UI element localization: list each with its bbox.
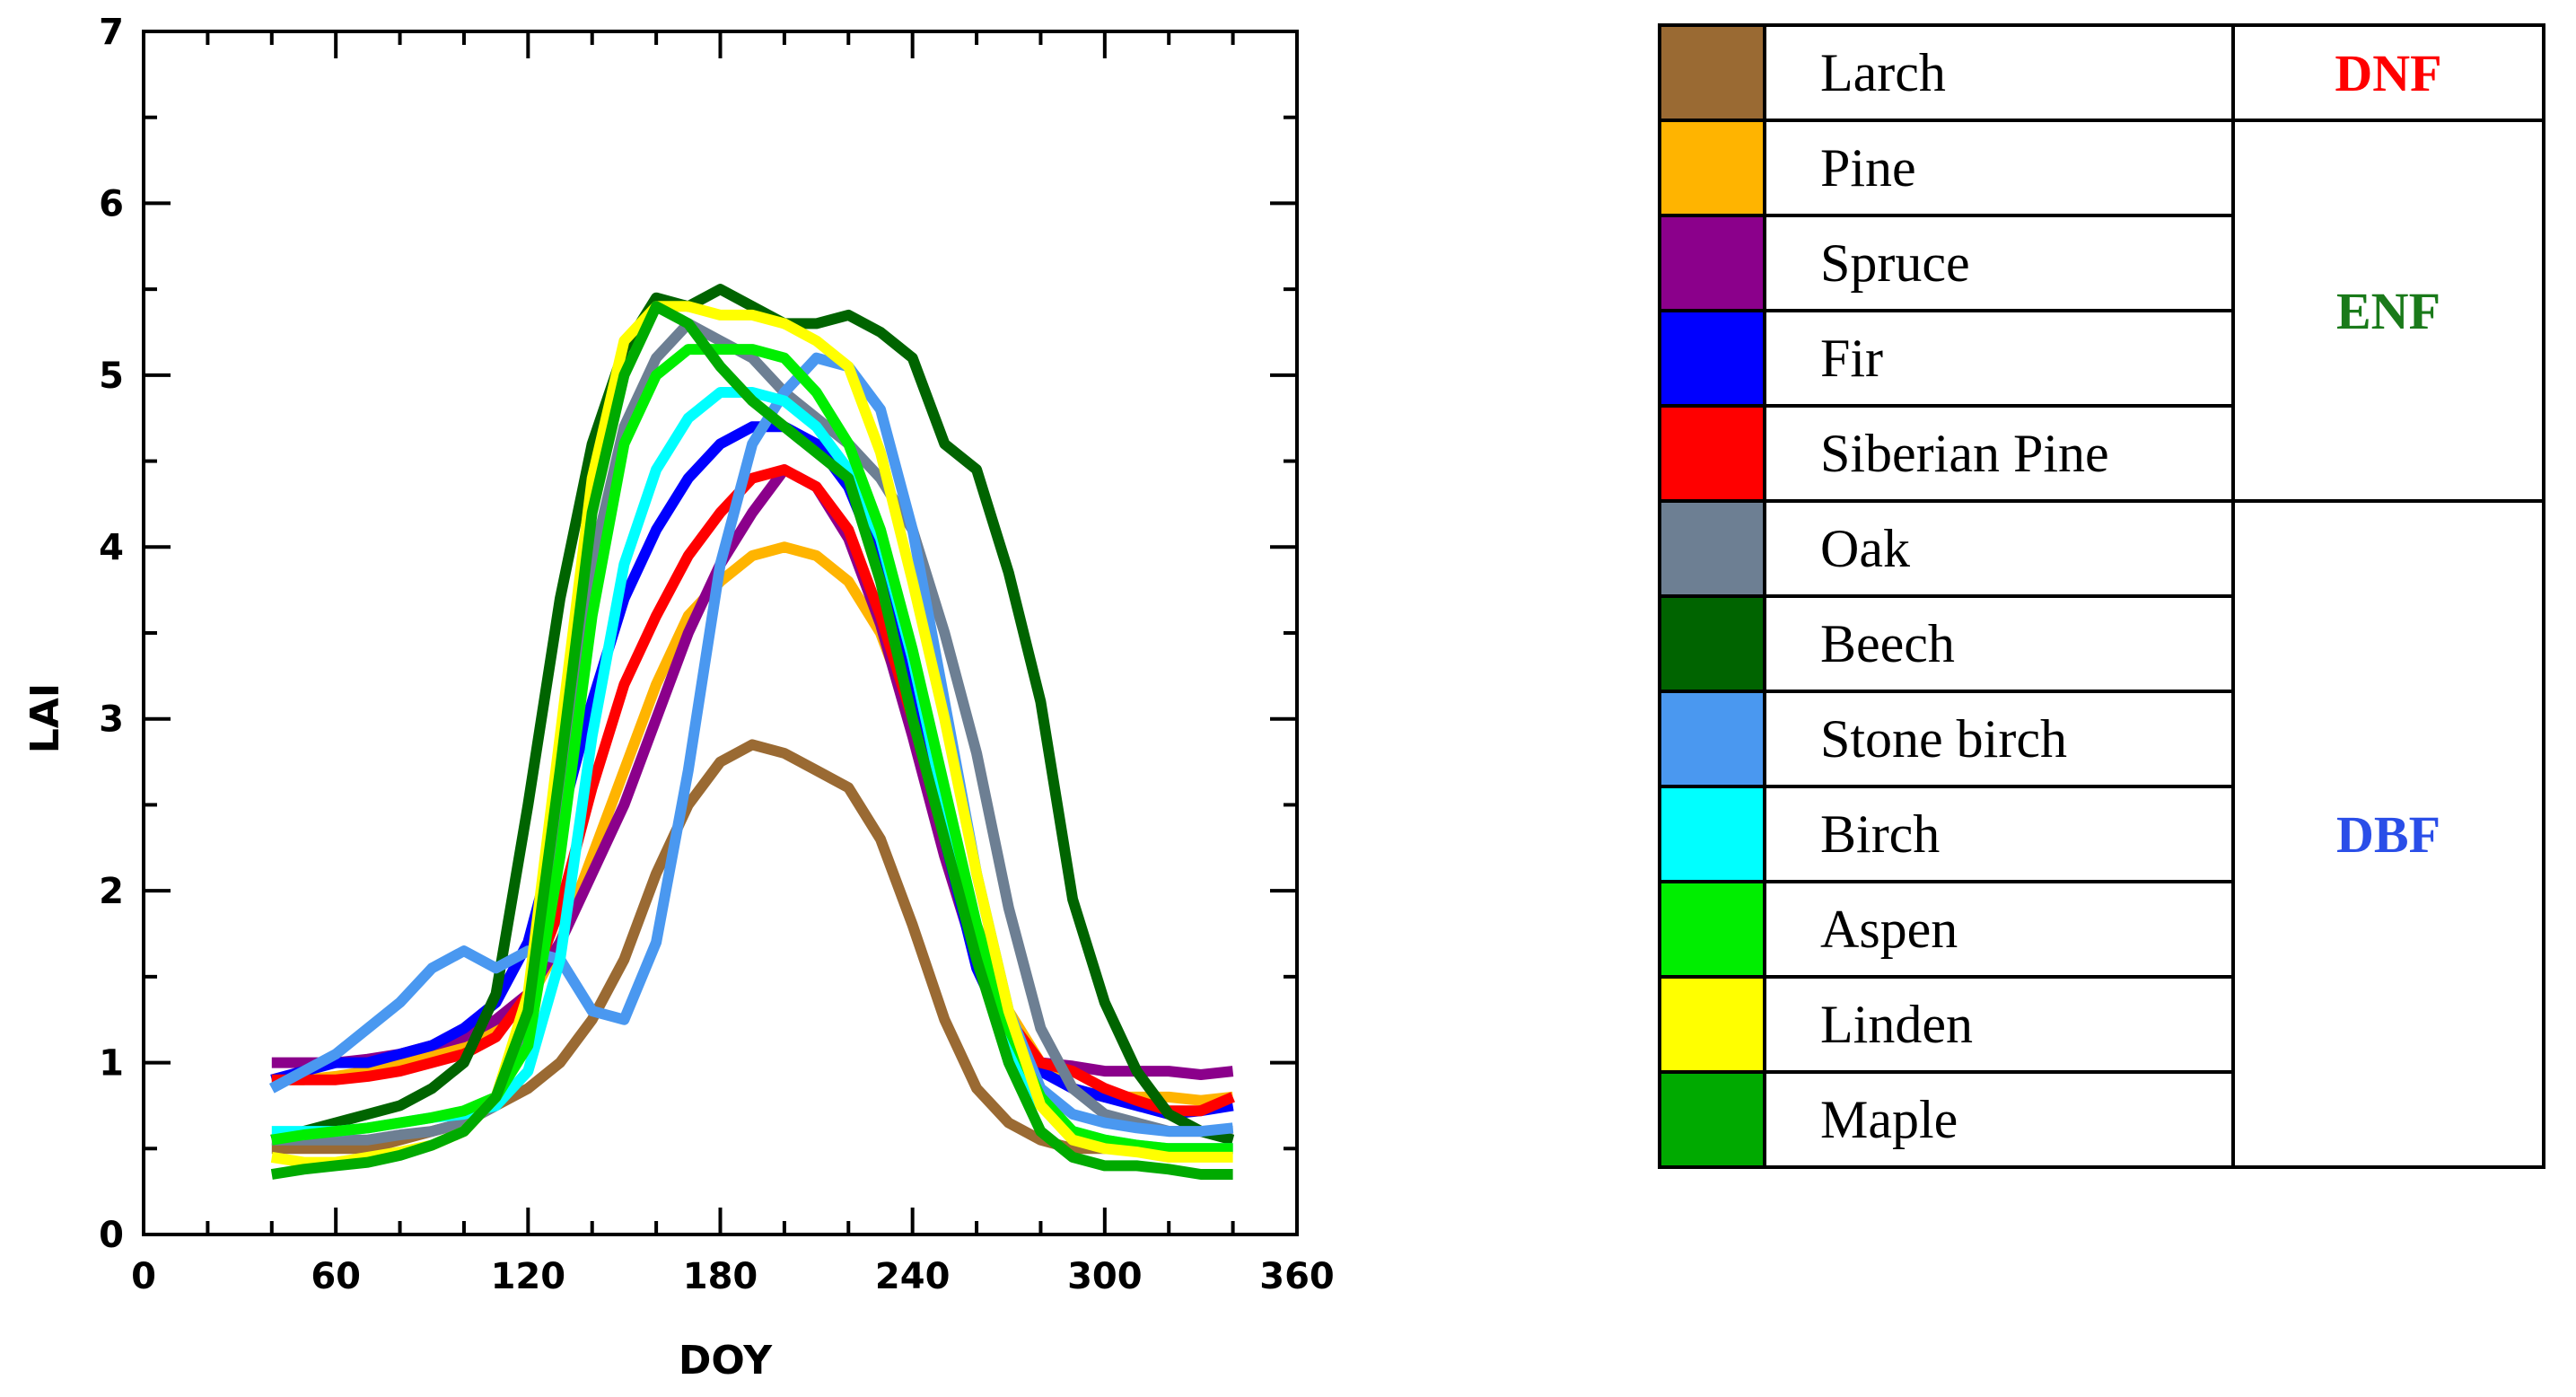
x-tick-label: 0 — [131, 1256, 156, 1297]
axes: 0 60 120 180 240 300 360 0 1 2 3 4 5 6 7 — [99, 12, 1335, 1297]
y-tick-label: 0 — [99, 1215, 124, 1256]
x-tick-label: 120 — [491, 1256, 566, 1297]
legend-swatch-maple — [1658, 1070, 1766, 1169]
legend-swatch-pine — [1658, 119, 1766, 217]
legend-group-enf: ENF — [2231, 119, 2545, 503]
legend-swatch-spruce — [1658, 214, 1766, 312]
legend-label: Spruce — [1763, 214, 2235, 312]
y-tick-label: 5 — [99, 356, 124, 397]
legend-swatch-siberian-pine — [1658, 404, 1766, 503]
series-line-beech — [270, 284, 1235, 1146]
legend-swatch-beech — [1658, 594, 1766, 693]
y-tick-label: 7 — [99, 12, 124, 53]
legend-label: Siberian Pine — [1763, 404, 2235, 503]
legend-label: Larch — [1763, 23, 2235, 122]
series-line-aspen — [270, 344, 1233, 1155]
legend-row: Pine ENF — [1658, 119, 2545, 503]
legend-row: Birch — [1658, 785, 2544, 883]
lai-line-chart: 0 60 120 180 240 300 360 0 1 2 3 4 5 6 7 DOY LAI — [22, 12, 1335, 1384]
legend-body: Larch DNF Pine ENF Spruce Fir Siberian Pine Oak… — [1658, 23, 2545, 1169]
legend-table: Larch DNF Pine ENF Spruce Fir Siberian Pine Oak… — [1658, 23, 2545, 1169]
plot-area — [268, 284, 1235, 1180]
y-tick-label: 4 — [99, 527, 124, 568]
series-line-siberian-pine — [271, 464, 1235, 1117]
legend-row: Siberian Pine — [1658, 404, 2544, 503]
legend-swatch-birch — [1658, 785, 1766, 883]
legend-row: Oak DBF — [1658, 499, 2545, 1169]
x-axis-title: DOY — [679, 1338, 773, 1384]
legend-swatch-larch — [1658, 23, 1766, 122]
legend-label: Oak — [1763, 499, 2235, 598]
legend-group-dbf: DBF — [2231, 499, 2545, 1169]
legend-row: Stone birch — [1658, 690, 2544, 788]
legend-row: Spruce — [1658, 214, 2544, 312]
y-axis-title: LAI — [22, 683, 68, 753]
series-line-oak — [271, 318, 1233, 1146]
legend-label: Aspen — [1763, 880, 2235, 979]
series-line-fir — [270, 421, 1234, 1120]
legend-label: Beech — [1763, 594, 2235, 693]
legend-row: Fir — [1658, 309, 2544, 408]
series-line-pine — [271, 541, 1234, 1106]
x-tick-label: 240 — [875, 1256, 951, 1297]
legend-row: Linden — [1658, 975, 2544, 1074]
y-tick-label: 1 — [99, 1043, 124, 1085]
legend-row: Beech — [1658, 594, 2544, 693]
legend-label: Pine — [1763, 119, 2235, 217]
y-tick-label: 3 — [99, 699, 124, 741]
legend-swatch-fir — [1658, 309, 1766, 408]
x-tick-label: 180 — [683, 1256, 758, 1297]
y-tick-label: 2 — [99, 871, 124, 912]
legend-group-dnf: DNF — [2231, 23, 2545, 122]
legend-swatch-aspen — [1658, 880, 1766, 979]
legend-label: Birch — [1763, 785, 2235, 883]
x-tick-label: 300 — [1067, 1256, 1143, 1297]
series-line-stone-birch — [268, 352, 1234, 1138]
legend-label: Fir — [1763, 309, 2235, 408]
y-tick-label: 6 — [99, 183, 124, 224]
legend-swatch-linden — [1658, 975, 1766, 1074]
legend-label: Linden — [1763, 975, 2235, 1074]
legend-label: Stone birch — [1763, 690, 2235, 788]
legend-swatch-oak — [1658, 499, 1766, 598]
legend-row: Aspen — [1658, 880, 2544, 979]
legend-label: Maple — [1763, 1070, 2235, 1169]
legend-row: Maple — [1658, 1070, 2544, 1169]
series-line-maple — [270, 301, 1233, 1180]
x-tick-label: 360 — [1259, 1256, 1335, 1297]
x-tick-label: 60 — [311, 1256, 361, 1297]
legend-swatch-stone-birch — [1658, 690, 1766, 788]
legend-row: Larch DNF — [1658, 23, 2545, 122]
